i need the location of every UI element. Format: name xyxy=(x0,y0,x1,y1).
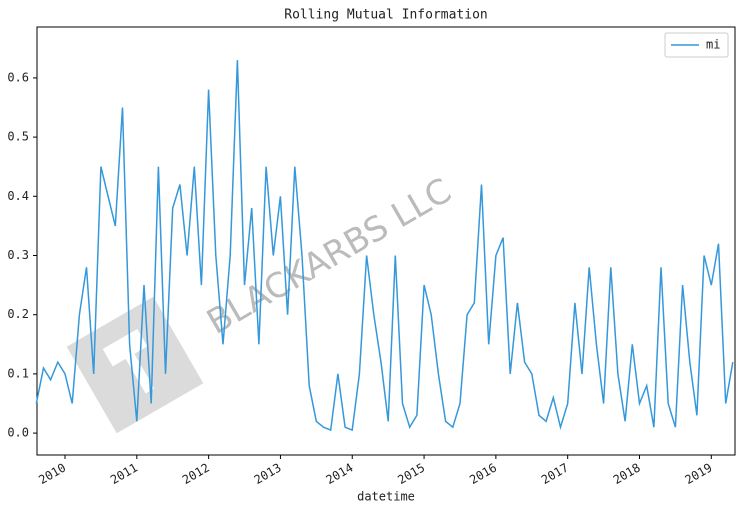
y-tick-label: 0.2 xyxy=(7,307,29,321)
y-tick-label: 0.4 xyxy=(7,189,29,203)
y-tick-label: 0.0 xyxy=(7,426,29,440)
legend-label: mi xyxy=(706,38,720,52)
x-axis-label: datetime xyxy=(357,490,415,504)
x-tick-label: 2018 xyxy=(611,461,643,488)
x-tick-label: 2015 xyxy=(395,461,427,488)
plot-frame xyxy=(36,26,736,456)
x-tick-label: 2013 xyxy=(252,461,284,488)
y-tick-label: 0.3 xyxy=(7,248,29,262)
chart-title: Rolling Mutual Information xyxy=(284,8,488,23)
x-tick-label: 2010 xyxy=(36,461,68,488)
line xyxy=(35,60,734,432)
x-tick-label: 2014 xyxy=(323,461,355,488)
watermark: BLACKARBS LLC xyxy=(200,171,458,343)
x-tick-label: 2019 xyxy=(683,461,715,488)
x-tick-label: 2016 xyxy=(467,461,499,488)
x-tick-label: 2011 xyxy=(108,461,140,488)
x-tick-label: 2012 xyxy=(180,461,212,488)
x-tick-label: 2017 xyxy=(539,461,571,488)
y-tick-label: 0.5 xyxy=(7,130,29,144)
y-tick-label: 0.6 xyxy=(7,70,29,84)
y-tick-label: 0.1 xyxy=(7,366,29,380)
watermark-logo xyxy=(66,296,204,434)
